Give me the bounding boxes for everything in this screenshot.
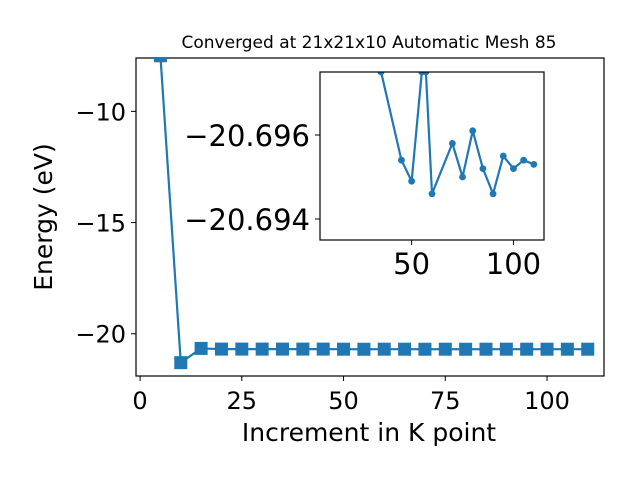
main-data-point [499, 342, 513, 356]
main-data-point [377, 342, 391, 356]
inset-plot-area: 50 100 −20.696 −20.694 [184, 71, 545, 281]
main-series-energy [153, 58, 595, 370]
main-y-axis-ticks: −10 −15 −20 [75, 98, 136, 349]
main-data-point [153, 58, 167, 63]
main-data-point [357, 342, 371, 356]
inset-background [320, 72, 544, 240]
inset-data-point [530, 161, 538, 168]
main-data-point [296, 342, 310, 356]
inset-data-point [499, 152, 507, 160]
main-data-point [235, 342, 249, 356]
main-y-tick-label: −15 [75, 210, 126, 238]
main-x-tick-label: 25 [227, 387, 258, 415]
main-data-point [479, 342, 493, 356]
main-x-tick-label: 0 [132, 387, 147, 415]
main-data-point [316, 342, 330, 356]
main-x-tick-label: 75 [430, 387, 461, 415]
main-series-line [159, 58, 588, 364]
inset-axes-frame [319, 71, 545, 241]
inset-data-point [448, 140, 456, 147]
main-y-tick-label: −20 [75, 321, 126, 349]
main-data-point [174, 356, 188, 370]
main-plot-area: 0 25 50 75 100 −10 −15 −20 [75, 57, 605, 415]
main-data-point [214, 342, 228, 356]
inset-y-tick-label: −20.694 [184, 203, 310, 237]
inset-data-point [489, 190, 497, 198]
main-y-tick-label: −10 [75, 98, 126, 126]
inset-y-tick-label: −20.696 [184, 119, 310, 153]
inset-data-point [377, 72, 385, 76]
main-data-point [581, 342, 595, 356]
chart-title: Converged at 21x21x10 Automatic Mesh 85 [182, 33, 557, 53]
main-data-point [194, 341, 208, 355]
inset-data-point [520, 156, 528, 164]
inset-data-point [469, 127, 477, 135]
inset-data-point [408, 177, 416, 185]
inset-data-point [398, 156, 405, 164]
inset-series-energy [377, 72, 538, 198]
main-data-point [459, 342, 473, 356]
inset-x-tick-label: 100 [486, 247, 541, 281]
main-data-point [560, 342, 574, 356]
inset-data-point [422, 72, 430, 76]
inset-x-tick-label: 50 [393, 247, 430, 281]
main-x-tick-label: 50 [328, 387, 359, 415]
main-data-point [337, 342, 351, 356]
main-data-point [276, 342, 290, 356]
main-data-point [255, 342, 269, 356]
inset-data-point [479, 165, 487, 173]
y-axis-label: Energy (eV) [29, 143, 58, 290]
inset-x-axis-ticks: 50 100 [393, 240, 541, 281]
inset-data-point [459, 173, 466, 181]
main-data-point [418, 342, 432, 356]
main-data-point [540, 342, 554, 356]
main-data-point [398, 342, 412, 356]
x-axis-label: Increment in K point [242, 418, 496, 447]
main-data-point [438, 342, 452, 356]
inset-data-point [510, 165, 517, 173]
inset-data-point [428, 190, 436, 198]
inset-y-axis-ticks: −20.696 −20.694 [184, 119, 320, 237]
main-x-axis-ticks: 0 25 50 75 100 [132, 376, 570, 415]
main-axes-frame [135, 57, 605, 377]
main-x-tick-label: 100 [524, 387, 570, 415]
main-data-point [520, 342, 534, 356]
